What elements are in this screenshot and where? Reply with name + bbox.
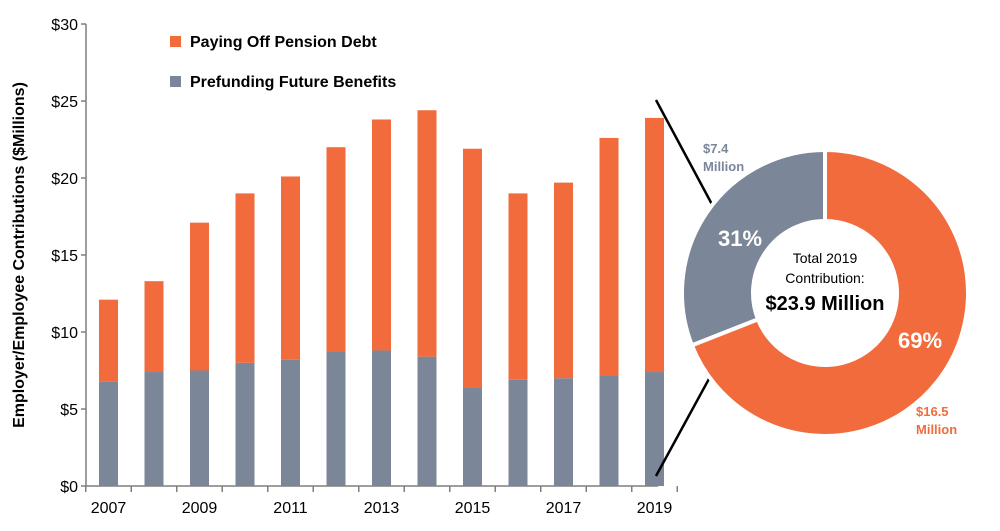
y-tick-label: $10 [51,325,78,342]
donut-percent-debt: 69% [898,328,942,353]
bar-prefund-2019 [645,372,664,486]
bar-debt-2009 [190,222,209,371]
bar-chart: Employer/Employee Contributions ($Millio… [11,17,678,517]
y-tick-label: $20 [51,171,78,188]
x-tick-label: 2007 [91,500,127,517]
donut-amount-prefund-line1: $7.4 [703,141,729,156]
y-tick-label: $25 [51,94,78,111]
bar-debt-2012 [326,147,346,353]
connector-top [654,99,717,211]
bar-prefund-2015 [463,387,482,486]
legend-swatch-prefund [170,76,181,87]
donut-amount-debt-line1: $16.5 [916,404,949,419]
bar-prefund-2007 [99,381,118,486]
bar-prefund-2009 [190,370,209,486]
bar-prefund-2018 [599,375,619,486]
donut-center-total: $23.9 Million [766,293,885,315]
donut-center-line1: Total 2019 [793,250,858,266]
donut-amount-debt-line2: Million [916,422,957,437]
bar-prefund-2008 [144,372,164,486]
y-axis-label: Employer/Employee Contributions ($Millio… [11,82,28,428]
legend-swatch-debt [170,36,181,47]
bar-prefund-2016 [508,379,528,486]
y-tick-label: $30 [51,17,78,34]
x-tick-label: 2019 [637,500,673,517]
x-tick-label: 2015 [455,500,491,517]
bar-debt-2014 [417,110,437,357]
donut-chart [680,147,970,438]
x-tick-label: 2009 [182,500,218,517]
bar-debt-2015 [463,148,482,388]
legend-label-prefund: Prefunding Future Benefits [190,74,396,91]
y-tick-label: $15 [51,248,78,265]
connector-bottom [654,365,718,477]
bar-prefund-2014 [417,356,437,486]
bars [99,110,664,486]
donut-percent-prefund: 31% [718,226,762,251]
bar-prefund-2010 [235,362,255,486]
bar-debt-2010 [235,193,255,363]
donut-slice-prefund [680,147,827,348]
bar-prefund-2017 [554,378,573,486]
bar-debt-2018 [599,137,619,376]
bar-prefund-2013 [372,350,391,486]
bar-debt-2019 [645,117,664,373]
bar-prefund-2011 [281,359,300,486]
legend-label-debt: Paying Off Pension Debt [190,34,377,51]
y-tick-label: $5 [60,402,78,419]
bar-prefund-2012 [326,352,346,486]
bar-debt-2016 [508,193,528,380]
bar-debt-2017 [554,182,573,379]
x-axis-ticks: 2007 2009 2011 2013 2015 2017 2019 [85,486,678,517]
bar-debt-2013 [372,119,391,351]
x-tick-label: 2011 [273,500,308,517]
donut-center-line2: Contribution: [785,270,864,286]
bar-debt-2007 [99,299,118,382]
y-axis-ticks: $0 $5 $10 $15 $20 $25 $30 [51,17,86,496]
donut-slice-debt [689,147,970,438]
donut-amount-prefund-line2: Million [703,159,744,174]
bar-debt-2008 [144,281,164,373]
x-tick-label: 2013 [364,500,400,517]
bar-debt-2011 [281,176,300,360]
legend: Paying Off Pension Debt Prefunding Futur… [170,34,396,91]
x-tick-label: 2017 [546,500,582,517]
y-tick-label: $0 [60,479,78,496]
